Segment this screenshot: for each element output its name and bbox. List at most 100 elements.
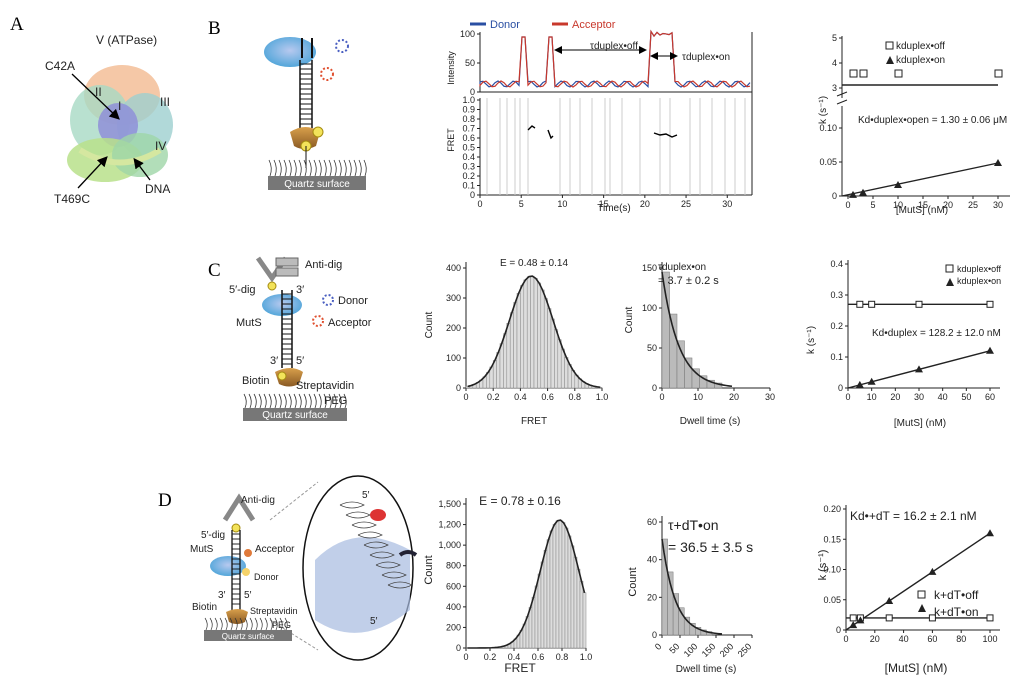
peg-strand	[333, 159, 337, 177]
peg-strand	[333, 393, 337, 409]
peg-strand	[363, 159, 367, 177]
hist-bar	[554, 329, 559, 389]
hist-bar	[513, 302, 518, 389]
hist-bar	[579, 580, 584, 649]
hist-c-xlabel: FRET	[521, 416, 547, 427]
point-off	[986, 614, 994, 622]
peg-strand	[283, 393, 287, 409]
hist-bar	[567, 535, 572, 649]
y-tick-label: 0.8	[462, 114, 475, 124]
donor-dye-icon-c	[322, 294, 334, 306]
dwell-c: 0 50 100 150 0 10 20 30	[642, 262, 775, 402]
y-tick-label: 200	[446, 323, 461, 333]
hist-bar	[582, 592, 587, 649]
peg-strand	[338, 159, 342, 177]
x-tick-label: 5	[519, 199, 524, 209]
point-on	[855, 380, 864, 388]
kplot-b: 3 4 5 0 0.05 0.10 0 5 10 15 20 25 30	[819, 33, 1010, 210]
label-iii: III	[160, 95, 170, 109]
hist-bar	[530, 275, 535, 389]
y-tick-label: 0.10	[823, 565, 841, 575]
peg-strand	[298, 393, 302, 409]
peg-strand	[248, 393, 252, 409]
gaussian-fit	[467, 275, 601, 389]
peg-strand	[234, 617, 238, 631]
fit-line-on	[845, 532, 991, 631]
y-tick-label: 1,200	[438, 520, 461, 530]
label-i: I	[118, 99, 121, 113]
panel-letter-b: B	[208, 18, 221, 39]
y-tick-label: 800	[446, 561, 461, 571]
y-tick-label: 3	[832, 83, 837, 93]
hist-bar	[499, 343, 504, 389]
y-tick-label: 0	[456, 383, 461, 393]
schematic-d	[204, 475, 418, 661]
y-tick-label: 200	[446, 622, 461, 632]
y-tick-label: 0	[456, 643, 461, 653]
point-on	[986, 346, 994, 354]
dwell-d-value: = 36.5 ± 3.5 s	[668, 539, 753, 555]
peg-strand	[318, 393, 322, 409]
x-tick-label: 0	[845, 392, 850, 402]
dwell-c-value: = 3.7 ± 0.2 s	[658, 275, 719, 287]
kplot-b-legend-off: kduplex•off	[896, 41, 945, 52]
peg-strand	[288, 159, 292, 177]
x-tick-label: 0	[845, 200, 850, 210]
peg-strand	[318, 159, 322, 177]
x-tick-label: 60	[927, 634, 937, 644]
peg-strand	[303, 393, 307, 409]
label-3b-c: 3′	[270, 355, 278, 367]
y-tick-label: 100	[446, 353, 461, 363]
hist-bar	[573, 556, 578, 649]
hist-bar	[570, 545, 575, 649]
peg-strand	[288, 393, 292, 409]
point-off	[849, 69, 858, 78]
point-off	[868, 300, 876, 308]
peg-strand	[268, 159, 272, 177]
kplot-c: 0 0.1 0.2 0.3 0.4 0 10 20 30 40 50 60	[830, 259, 1000, 402]
label-3-c: 3′	[296, 284, 304, 296]
schematic-c	[243, 256, 347, 421]
quartz-surface-label-b: Quartz surface	[284, 179, 350, 190]
y-tick-label: 0	[836, 625, 841, 635]
hist-d-xlabel: FRET	[504, 661, 536, 675]
y-tick-label: 0.1	[830, 352, 843, 362]
exp-fit	[661, 271, 733, 388]
label-5dig-c: 5′-dig	[229, 284, 256, 296]
dwell-bar	[684, 357, 693, 389]
acceptor-dye-icon	[320, 67, 334, 81]
kplot-b-annotation: Kd•duplex•open = 1.30 ± 0.06 μM	[858, 115, 1007, 126]
label-t469c: T469C	[54, 192, 90, 206]
legend-glyph-off	[945, 264, 954, 273]
streptavidin-icon	[290, 127, 320, 149]
y-tick-label: 100	[460, 29, 475, 39]
legend-glyph-on	[918, 604, 926, 612]
legend-glyph-off	[885, 41, 894, 50]
axis-line	[479, 98, 752, 196]
point-off	[885, 614, 893, 622]
peg-strand	[358, 159, 362, 177]
peg-strand	[263, 393, 267, 409]
x-tick-label: 50	[961, 392, 971, 402]
peg-strand	[214, 617, 218, 631]
peg-strand	[244, 617, 248, 631]
peg-strand	[303, 159, 307, 177]
y-tick-label: 0.6	[462, 133, 475, 143]
point-on	[849, 621, 858, 629]
peg-strand	[219, 617, 223, 631]
protein-structure	[67, 65, 173, 182]
hist-bar	[558, 519, 563, 649]
x-tick-label: 200	[718, 641, 736, 659]
x-tick-label: 0	[659, 392, 664, 402]
peg-strand	[353, 159, 357, 177]
peg-strand	[253, 393, 257, 409]
hist-bar	[564, 357, 569, 389]
x-tick-label: 15	[918, 200, 928, 210]
hist-bar	[540, 561, 545, 649]
hist-bar	[531, 596, 536, 649]
tau-on-label: τduplex•on	[682, 52, 730, 63]
x-tick-label: 0.6	[541, 392, 554, 402]
fret-event	[527, 125, 536, 131]
y-tick-label: 50	[465, 58, 475, 68]
